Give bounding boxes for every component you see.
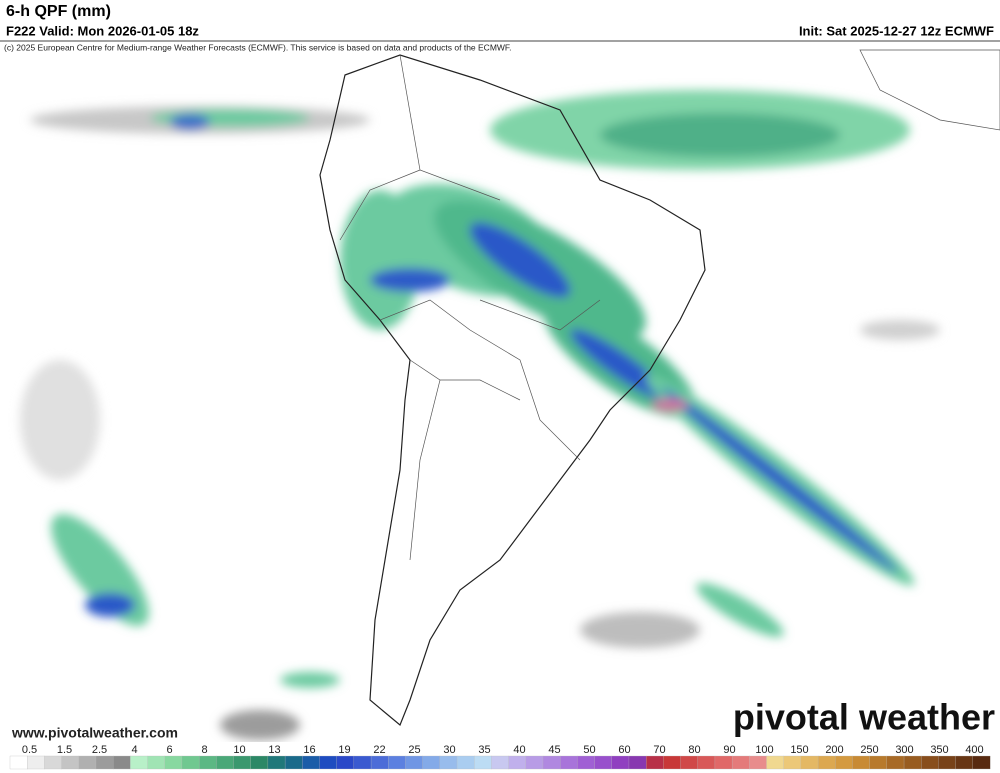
colorbar-label: 13	[268, 744, 280, 756]
colorbar-swatch	[525, 755, 544, 770]
colorbar-swatch	[336, 755, 355, 770]
colorbar-swatch	[835, 755, 853, 770]
colorbar-label: 100	[755, 744, 773, 756]
colorbar-swatch	[284, 755, 303, 770]
colorbar-swatch	[27, 755, 45, 770]
colorbar-label: 19	[338, 744, 350, 756]
colorbar-label: 16	[303, 744, 315, 756]
colorbar-label: 45	[548, 744, 560, 756]
colorbar-swatch	[714, 755, 733, 770]
website: www.pivotalweather.com	[11, 725, 178, 741]
colorbar-label: 0.5	[22, 744, 37, 756]
colorbar-swatch	[766, 755, 785, 770]
colorbar-label: 90	[723, 744, 735, 756]
colorbar-swatch	[749, 755, 767, 770]
colorbar-swatch	[319, 755, 338, 770]
colorbar-swatch	[886, 755, 905, 770]
colorbar-swatch	[181, 755, 200, 770]
colorbar-swatch	[267, 755, 286, 770]
colorbar-label: 50	[583, 744, 595, 756]
colorbar-swatch	[972, 755, 991, 770]
colorbar-swatch	[577, 755, 596, 770]
colorbar-swatch	[9, 755, 28, 770]
colorbar-swatch	[370, 755, 389, 770]
logo: pivotal weather	[733, 697, 995, 738]
colorbar-label: 30	[443, 744, 455, 756]
colorbar-swatch	[783, 755, 802, 770]
colorbar-swatch	[78, 755, 97, 770]
colorbar-swatch	[938, 755, 957, 770]
colorbar-label: 40	[513, 744, 525, 756]
colorbar-swatch	[611, 755, 630, 770]
colorbar-label: 80	[688, 744, 700, 756]
colorbar-label: 8	[201, 744, 207, 756]
colorbar-swatch	[216, 755, 234, 770]
colorbar-swatch	[560, 755, 578, 770]
colorbar-swatch	[594, 755, 613, 770]
colorbar-label: 200	[825, 744, 843, 756]
colorbar-swatch	[508, 755, 527, 770]
colorbar: 0.5 1.5 2.5 4 6 8 10 13 16 19 22 25 30 35 40 45 50 60 70 80…	[9, 744, 991, 770]
colorbar-swatch	[61, 755, 80, 770]
colorbar-swatch	[628, 755, 647, 770]
colorbar-swatch	[474, 755, 492, 770]
colorbar-label: 250	[860, 744, 878, 756]
colorbar-swatch	[663, 755, 681, 770]
colorbar-swatch	[422, 755, 441, 770]
colorbar-swatch	[164, 755, 183, 770]
colorbar-swatch	[405, 755, 424, 770]
colorbar-label: 300	[895, 744, 913, 756]
colorbar-label: 35	[478, 744, 490, 756]
init-time: Init: Sat 2025-12-27 12z ECMWF	[799, 23, 994, 38]
credit: (c) 2025 European Centre for Medium-rang…	[4, 42, 512, 52]
colorbar-swatch	[491, 755, 510, 770]
colorbar-swatch	[680, 755, 699, 770]
colorbar-label: 400	[965, 744, 983, 756]
precip-field	[20, 90, 940, 740]
colorbar-swatch	[903, 755, 922, 770]
colorbar-swatch	[869, 755, 888, 770]
colorbar-swatch	[198, 755, 217, 770]
colorbar-swatch	[645, 755, 664, 770]
colorbar-swatch	[439, 755, 458, 770]
colorbar-label: 22	[373, 744, 385, 756]
colorbar-swatch	[353, 755, 372, 770]
colorbar-label: 150	[790, 744, 808, 756]
colorbar-label: 6	[166, 744, 172, 756]
colorbar-swatch	[731, 755, 750, 770]
colorbar-label: 70	[653, 744, 665, 756]
colorbar-label: 4	[131, 744, 137, 756]
colorbar-swatch	[852, 755, 871, 770]
title: 6-h QPF (mm)	[6, 3, 111, 20]
colorbar-label: 1.5	[57, 744, 72, 756]
colorbar-label: 10	[233, 744, 245, 756]
colorbar-swatch	[113, 755, 131, 770]
colorbar-label: 25	[408, 744, 420, 756]
colorbar-swatch	[302, 755, 320, 770]
colorbar-label: 350	[930, 744, 948, 756]
colorbar-swatch	[147, 755, 166, 770]
colorbar-swatch	[130, 755, 148, 770]
colorbar-swatch	[250, 755, 269, 770]
colorbar-swatch	[456, 755, 475, 770]
colorbar-swatch	[697, 755, 716, 770]
colorbar-swatch	[44, 755, 63, 770]
colorbar-swatch	[388, 755, 406, 770]
colorbar-label: 60	[618, 744, 630, 756]
colorbar-label: 2.5	[92, 744, 107, 756]
valid-time: F222 Valid: Mon 2026-01-05 18z	[6, 23, 199, 38]
colorbar-swatch	[921, 755, 939, 770]
colorbar-swatch	[800, 755, 819, 770]
colorbar-swatch	[955, 755, 974, 770]
border-lines	[339, 49, 1000, 561]
header-bar	[0, 0, 1000, 42]
colorbar-swatch	[817, 755, 836, 770]
colorbar-swatch	[542, 755, 561, 770]
colorbar-swatch	[95, 755, 114, 770]
colorbar-swatch	[233, 755, 252, 770]
